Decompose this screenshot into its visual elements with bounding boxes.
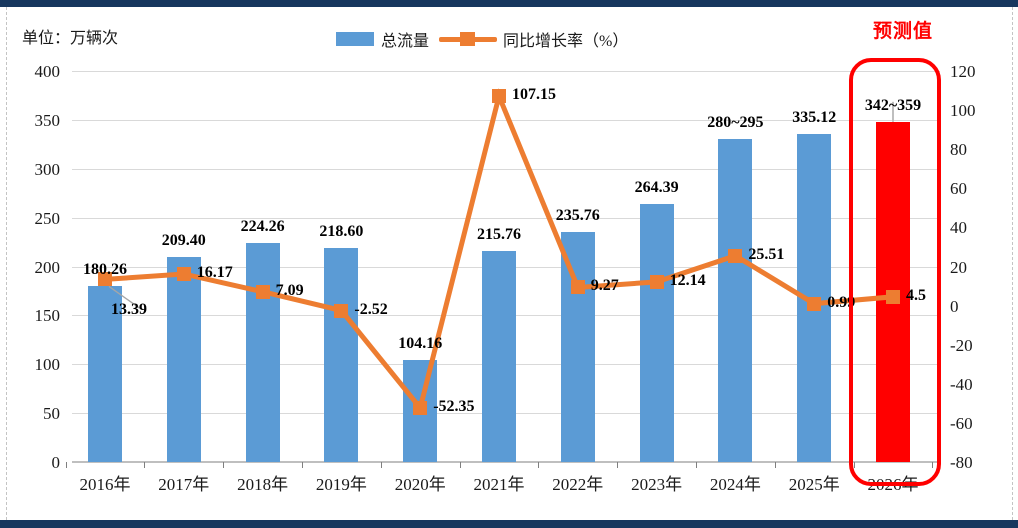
left-axis-tick: 200 — [34, 257, 61, 277]
x-axis-label: 2021年 — [473, 475, 525, 494]
right-axis-tick: 20 — [950, 257, 967, 277]
right-axis-tick: 120 — [950, 62, 976, 81]
growth-marker — [176, 266, 191, 281]
right-axis-tick: 60 — [950, 179, 967, 199]
bar-value-label: 215.76 — [477, 226, 521, 244]
total-flow-bar — [718, 139, 753, 462]
bar-value-label: 104.16 — [398, 335, 443, 353]
total-flow-bar — [166, 257, 201, 462]
x-axis-line — [72, 461, 940, 463]
left-axis-tick: 350 — [34, 110, 61, 130]
growth-value-label: 16.17 — [196, 263, 233, 281]
growth-marker — [492, 89, 506, 104]
right-axis-tick: -20 — [950, 335, 973, 355]
growth-value-label: 0.99 — [827, 293, 856, 311]
bar-value-label: 235.76 — [555, 206, 600, 224]
growth-marker — [649, 274, 664, 289]
chart-legend: 总流量 同比增长率（%） — [336, 27, 628, 51]
growth-value-label: 7.09 — [275, 281, 304, 299]
left-axis-tick: 300 — [34, 159, 61, 179]
right-axis-tick: 80 — [950, 140, 967, 160]
growth-value-label: 12.14 — [669, 271, 706, 289]
bar-value-label: 180.26 — [83, 260, 127, 278]
x-axis-label: 2025年 — [788, 475, 840, 494]
x-axis-tick-mark — [774, 462, 776, 468]
bar-value-label: 264.39 — [634, 178, 679, 196]
left-axis-tick: 250 — [34, 208, 61, 228]
growth-value-label: 107.15 — [512, 86, 556, 104]
x-axis-tick-mark — [696, 462, 697, 468]
x-axis-tick-mark — [853, 462, 855, 468]
x-axis-tick-mark — [932, 462, 934, 468]
x-axis-tick-mark — [538, 462, 540, 468]
bar-value-label: 209.40 — [161, 232, 206, 250]
left-axis-tick: 400 — [34, 62, 61, 81]
right-axis-tick: -60 — [950, 413, 973, 433]
unit-label: 单位：万辆次 — [22, 30, 119, 47]
legend-bar-swatch — [336, 32, 374, 46]
left-axis-tick: 100 — [34, 355, 61, 375]
bar-value-label: 218.60 — [319, 223, 364, 241]
growth-marker — [570, 280, 585, 295]
forecast-label: 预测值 — [873, 21, 934, 42]
bar-value-label: 280~295 — [707, 114, 764, 132]
growth-value-label: 9.27 — [590, 277, 619, 295]
growth-marker — [98, 272, 112, 287]
left-axis-tick: 150 — [34, 306, 61, 326]
legend-bar-label: 总流量 — [381, 33, 430, 50]
growth-value-label: -52.35 — [433, 397, 475, 415]
growth-marker — [255, 284, 270, 299]
right-axis-tick: -80 — [950, 453, 973, 472]
x-axis-tick-mark — [617, 462, 619, 468]
total-flow-bar — [482, 251, 516, 462]
growth-value-label: -2.52 — [354, 300, 388, 318]
right-axis-tick: -40 — [950, 374, 973, 394]
growth-value-label: 25.51 — [748, 245, 785, 263]
top-divider-bar — [0, 0, 1018, 7]
total-flow-bar — [245, 242, 280, 462]
x-axis-tick-mark — [223, 462, 225, 468]
x-axis-tick-mark — [144, 462, 146, 468]
growth-marker — [334, 303, 349, 318]
growth-marker — [728, 248, 743, 263]
x-axis-tick-mark — [380, 462, 382, 468]
bar-value-label: 342~359 — [864, 96, 922, 114]
total-flow-bar — [639, 203, 674, 462]
legend-line-marker-icon — [460, 32, 476, 46]
x-axis-label: 2019年 — [315, 475, 367, 494]
x-axis-label: 2023年 — [631, 475, 683, 494]
x-axis-label: 2016年 — [79, 475, 131, 494]
x-axis-label: 2020年 — [394, 475, 446, 494]
x-axis-label: 2024年 — [709, 475, 761, 494]
growth-marker — [807, 296, 822, 311]
x-axis-label: 2017年 — [158, 475, 210, 494]
growth-marker — [413, 400, 428, 415]
x-axis-label: 2018年 — [237, 475, 289, 494]
x-axis-tick-mark — [459, 462, 461, 468]
bar-value-label: 335.12 — [792, 109, 837, 127]
bar-value-label: 224.26 — [240, 217, 285, 235]
x-axis-label: 2026年 — [867, 475, 919, 494]
total-flow-bar — [560, 231, 595, 462]
x-axis-tick-mark — [302, 462, 303, 468]
left-axis-tick: 0 — [51, 453, 61, 472]
growth-marker — [886, 289, 900, 304]
growth-value-label: 4.5 — [906, 286, 926, 304]
legend-line-swatch — [439, 31, 498, 47]
total-flow-bar — [324, 248, 359, 462]
right-axis-tick: 0 — [950, 296, 959, 316]
x-axis-label: 2022年 — [552, 475, 604, 494]
right-axis-tick: 40 — [950, 218, 967, 238]
legend-line-label: 同比增长率（%） — [503, 33, 629, 50]
bottom-divider-bar — [0, 520, 1018, 528]
grid-line — [72, 71, 940, 72]
right-axis-tick: 100 — [950, 101, 976, 121]
left-axis-tick: 50 — [43, 404, 60, 424]
growth-value-label: 13.39 — [111, 301, 147, 319]
x-axis-tick-mark — [65, 462, 67, 468]
